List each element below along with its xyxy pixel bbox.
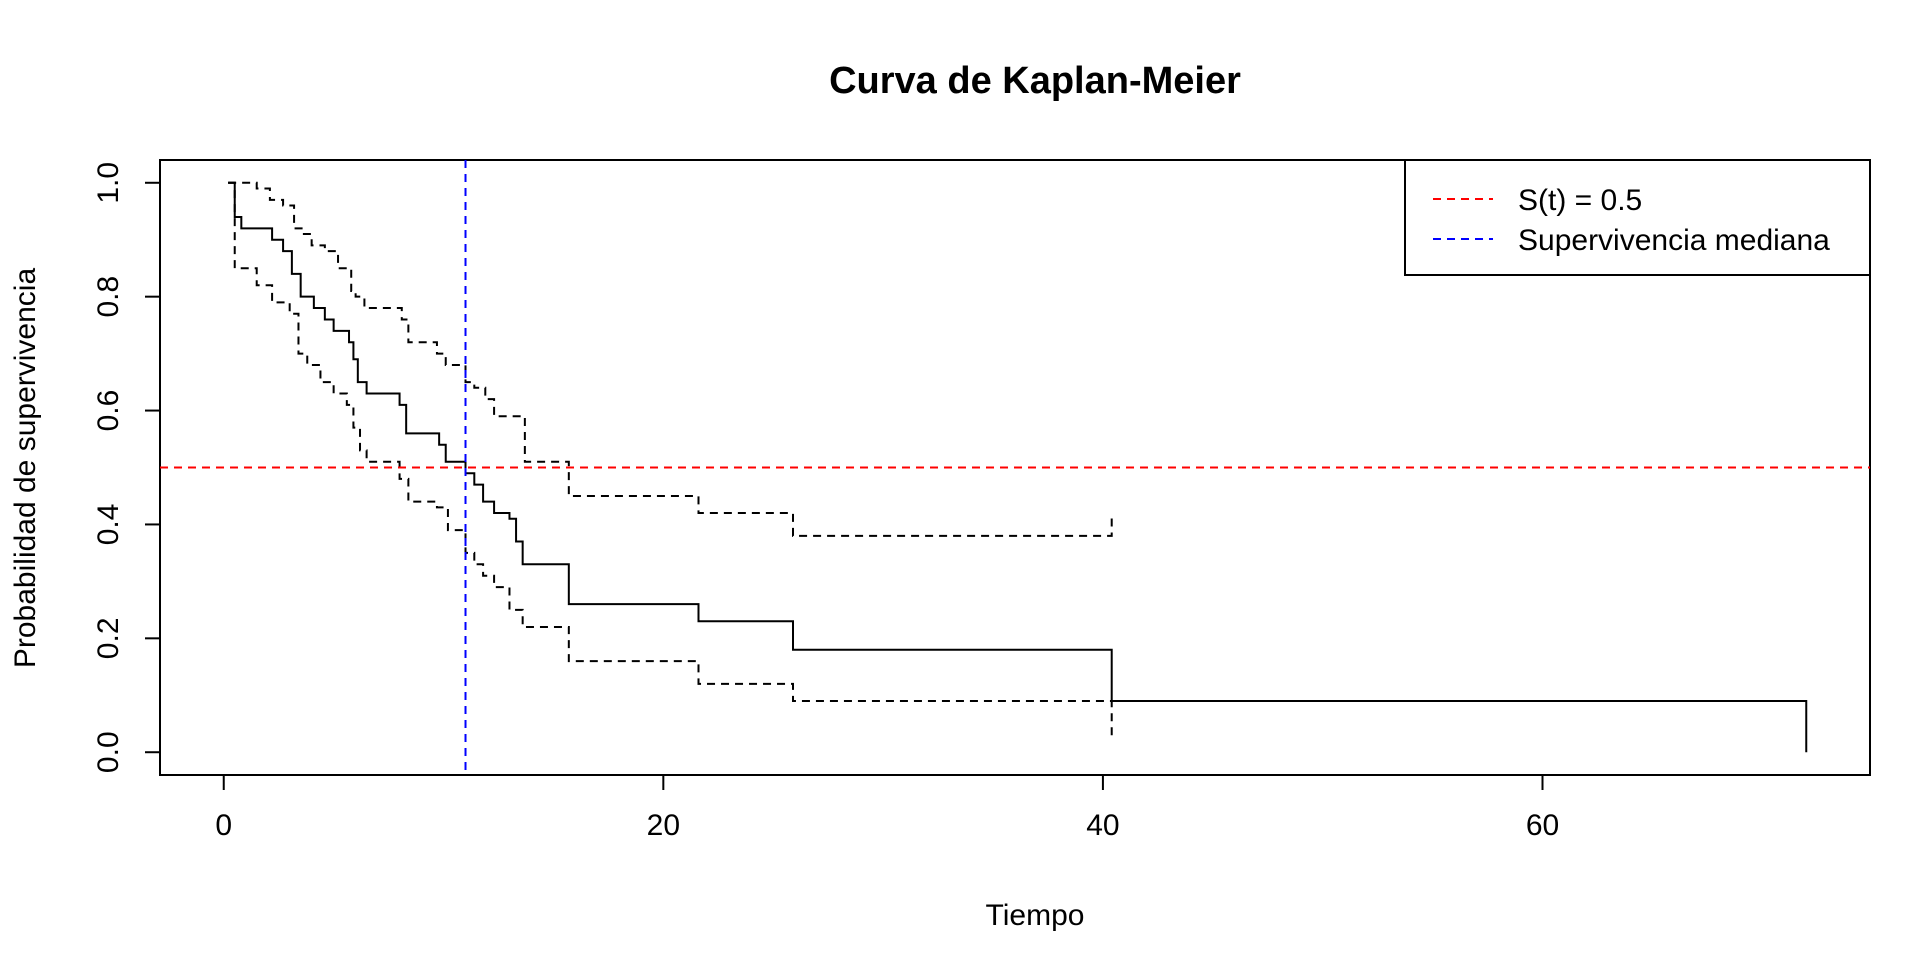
legend-label-median-line: Supervivencia mediana xyxy=(1518,224,1830,257)
x-tick-label: 40 xyxy=(1086,809,1119,842)
lower-confidence-curve xyxy=(228,181,1113,741)
y-axis: 0.0 0.2 0.4 0.6 0.8 1.0 xyxy=(92,162,160,773)
survival-curve xyxy=(228,181,1808,753)
y-tick-label: 0.6 xyxy=(92,390,125,432)
y-tick-label: 1.0 xyxy=(92,162,125,204)
x-tick-label: 60 xyxy=(1526,809,1559,842)
x-axis: 0 20 40 60 xyxy=(215,774,1559,842)
y-tick-label: 0.2 xyxy=(92,617,125,659)
y-tick-label: 0.0 xyxy=(92,731,125,773)
legend-box xyxy=(1404,159,1871,276)
legend: S(t) = 0.5 Supervivencia mediana xyxy=(1404,159,1871,276)
reference-lines-layer xyxy=(160,160,1870,775)
x-axis-label: Tiempo xyxy=(986,899,1085,932)
y-tick-label: 0.8 xyxy=(92,276,125,318)
legend-label-reference-line: S(t) = 0.5 xyxy=(1518,184,1642,217)
y-axis-label: Probabilidad de supervivencia xyxy=(9,268,42,669)
curves-layer xyxy=(228,181,1808,753)
x-tick-label: 0 xyxy=(215,809,232,842)
upper-confidence-curve xyxy=(228,181,1113,537)
y-tick-label: 0.4 xyxy=(92,504,125,546)
x-tick-label: 20 xyxy=(647,809,680,842)
chart-title: Curva de Kaplan-Meier xyxy=(829,60,1241,102)
